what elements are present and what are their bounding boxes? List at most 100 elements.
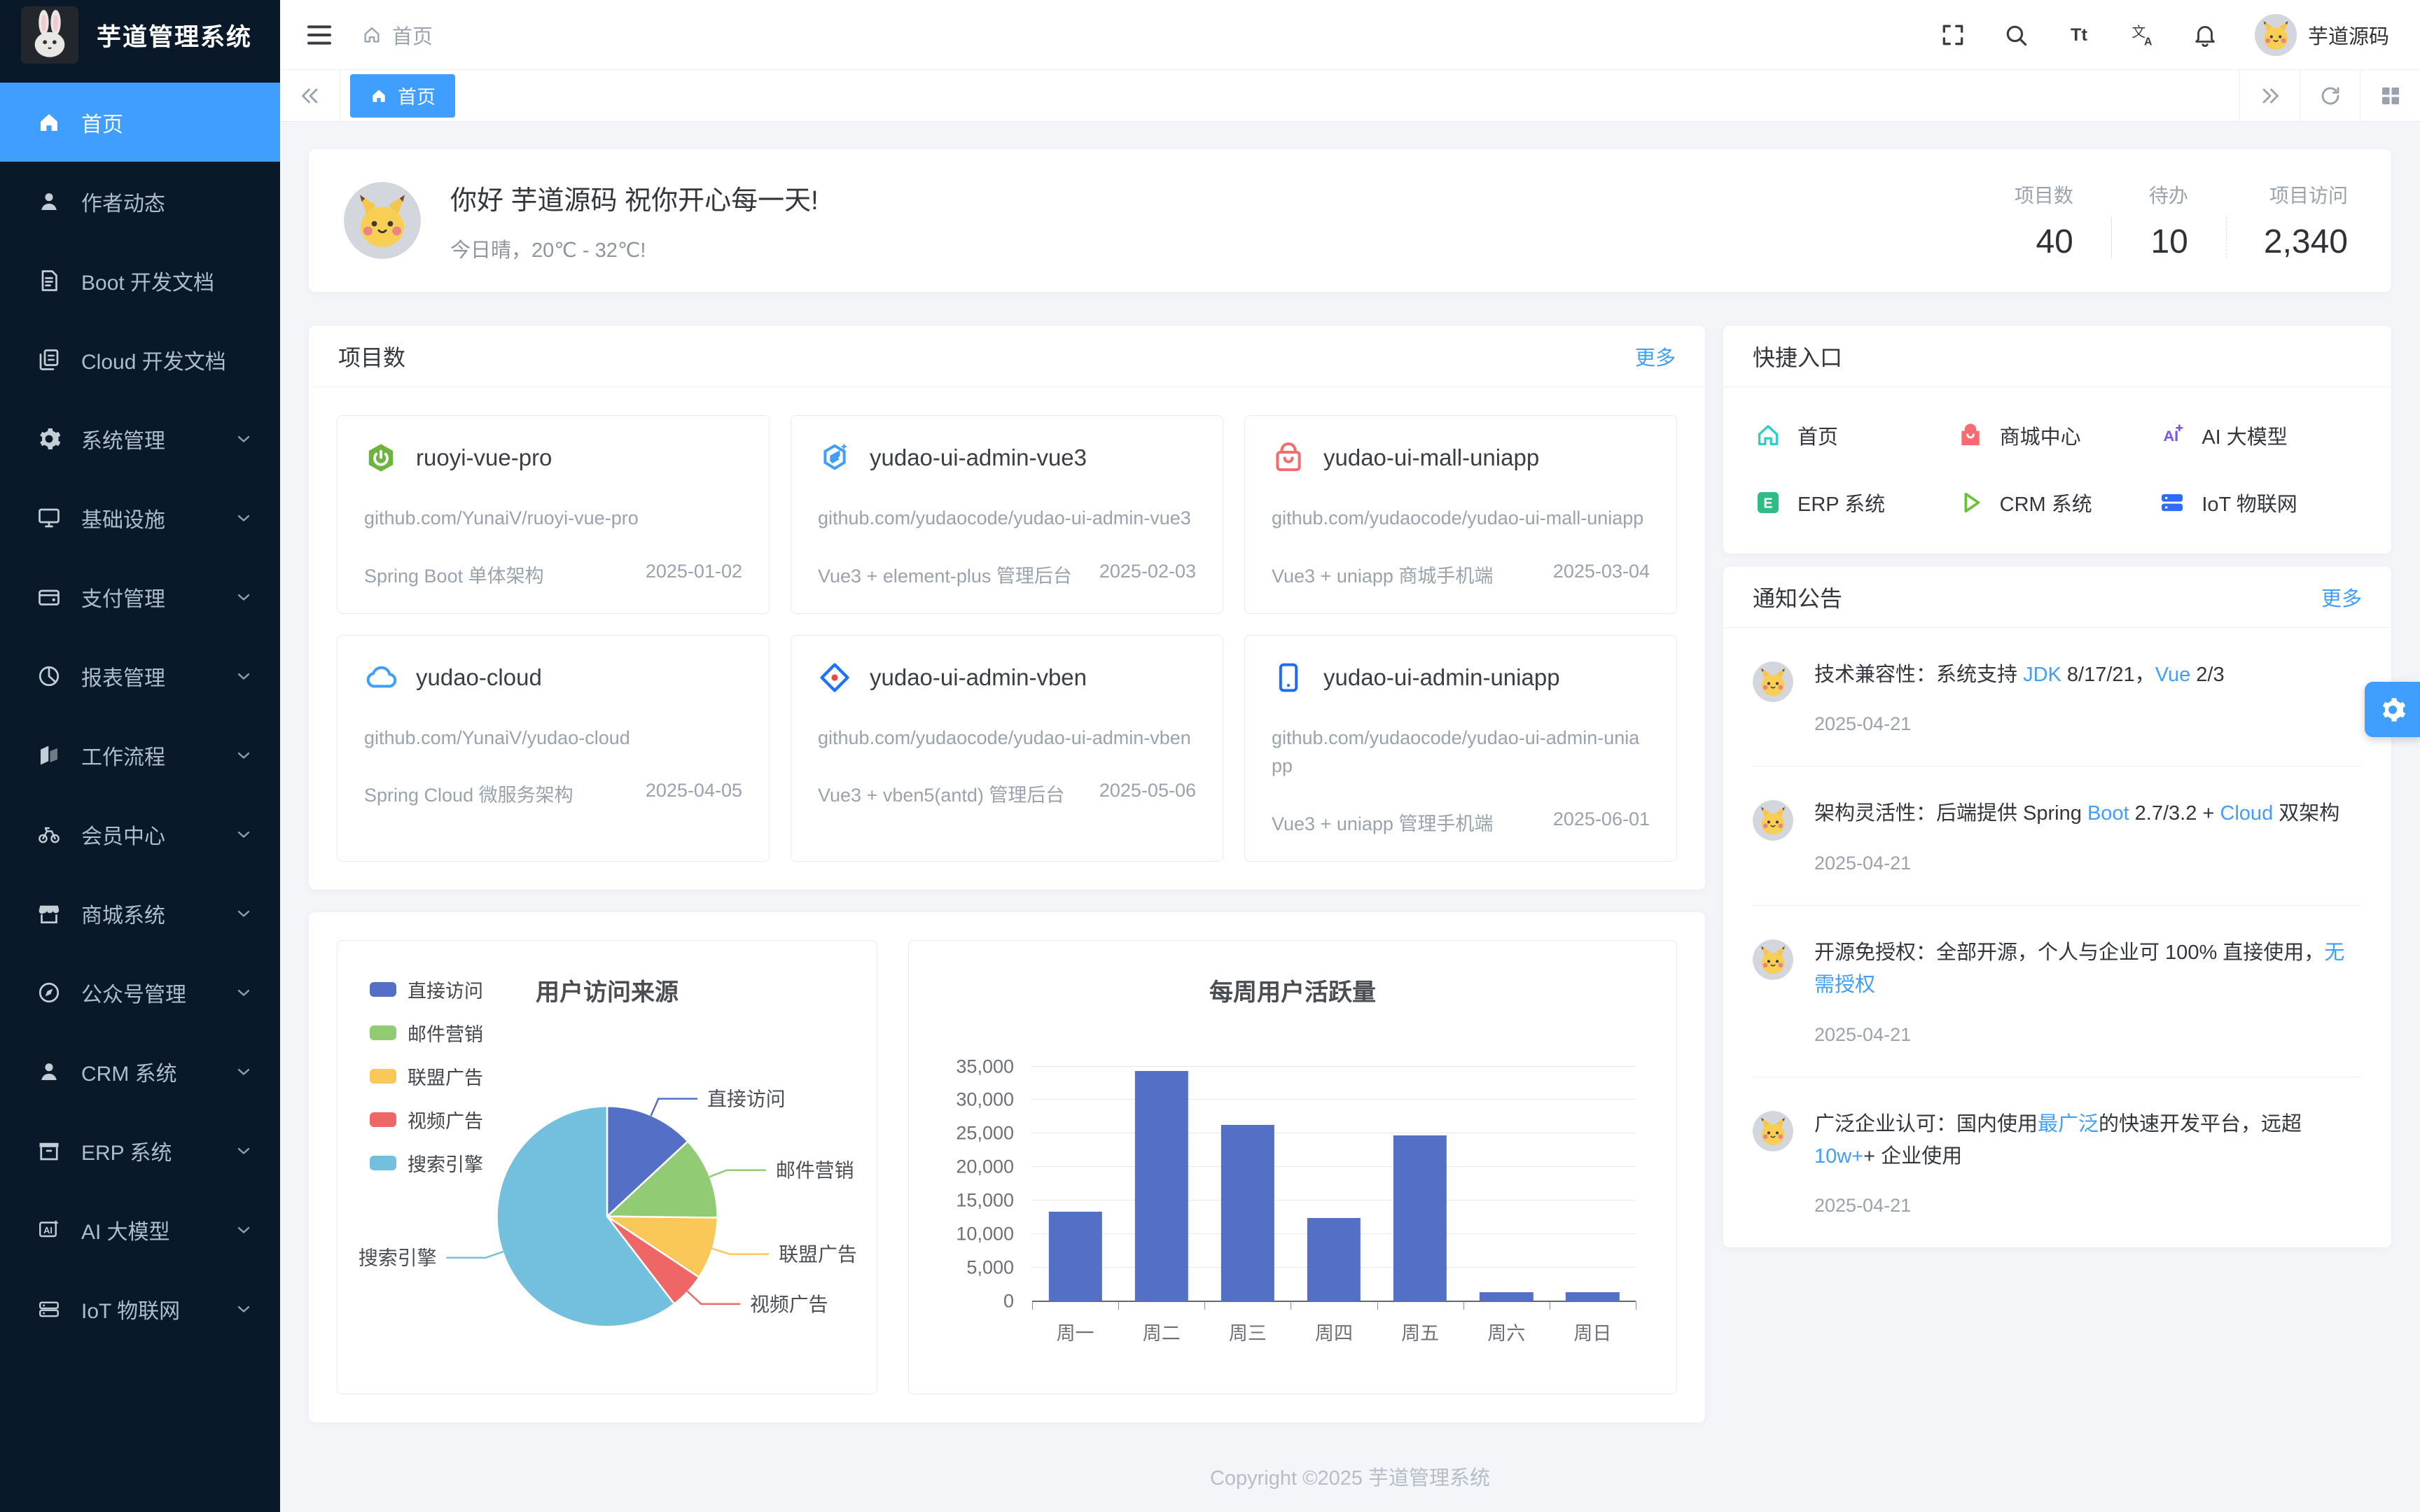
notification-button[interactable] <box>2192 22 2218 48</box>
shortcut-ai-model[interactable]: AI AI 大模型 <box>2158 421 2360 450</box>
legend-label: 视频广告 <box>408 1110 483 1132</box>
pie-slice-label: 搜索引擎 <box>359 1247 437 1268</box>
project-card-ruoyi-vue-pro[interactable]: ruoyi-vue-pro github.com/YunaiV/ruoyi-vue… <box>337 415 770 614</box>
sidebar-item-home[interactable]: 首页 <box>0 83 280 162</box>
shortcut-erp[interactable]: E ERP 系统 <box>1754 488 1956 517</box>
project-card-yudao-cloud[interactable]: yudao-cloud github.com/YunaiV/yudao-cloud… <box>337 634 770 862</box>
shortcut-label: ERP 系统 <box>1797 493 1886 516</box>
shortcut-crm[interactable]: CRM 系统 <box>1956 488 2159 517</box>
refresh-tab-button[interactable] <box>2300 70 2360 121</box>
sidebar-item-report[interactable]: 报表管理 <box>0 636 280 715</box>
bar-周五 <box>1393 1135 1447 1301</box>
legend-item-视频广告[interactable]: 视频广告 <box>370 1106 483 1133</box>
sidebar-item-erp[interactable]: ERP 系统 <box>0 1111 280 1190</box>
project-desc: Vue3 + vben5(antd) 管理后台 <box>818 785 1065 806</box>
notice-item-1[interactable]: 技术兼容性：系统支持 JDK 8/17/21，Vue 2/3 2025-04-21 <box>1753 628 2362 767</box>
notice-body: 广泛企业认可：国内使用最广泛的快速开发平台，远超 10w++ 企业使用 2025-… <box>1814 1108 2362 1217</box>
user-avatar <box>2254 13 2297 56</box>
spring-boot-icon <box>364 441 398 475</box>
notices-panel: 通知公告 更多 技术兼容性：系统支持 JDK 8/17/21，Vue 2/3 20… <box>1723 566 2392 1249</box>
sidebar-item-boot-docs[interactable]: Boot 开发文档 <box>0 241 280 320</box>
y-axis-tick-label: 15,000 <box>956 1189 1014 1211</box>
tabs-scroll-right-button[interactable] <box>2239 70 2300 121</box>
document-icon <box>36 268 62 293</box>
x-axis-line <box>1032 1300 1636 1302</box>
x-axis-label: 周日 <box>1573 1322 1612 1344</box>
project-card-header: ruoyi-vue-pro <box>364 441 742 475</box>
project-desc: Vue3 + uniapp 商城手机端 <box>1272 565 1494 587</box>
sidebar-item-pay[interactable]: 支付管理 <box>0 557 280 636</box>
tab-options-button[interactable] <box>2360 70 2420 121</box>
user-icon <box>36 189 62 214</box>
chevron-down-icon <box>234 904 253 923</box>
breadcrumb[interactable]: 首页 <box>361 20 433 50</box>
sc-home-icon <box>1754 421 1782 449</box>
pie-label-line <box>686 1290 740 1305</box>
bar-band-周三: 周三 <box>1204 1067 1291 1344</box>
sidebar-item-workflow[interactable]: 工作流程 <box>0 715 280 794</box>
chevron-down-icon <box>234 825 253 844</box>
tab-home[interactable]: 首页 <box>350 74 455 118</box>
project-card-yudao-ui-admin-vben[interactable]: yudao-ui-admin-vben github.com/yudaocode/… <box>791 634 1223 862</box>
sidebar-item-cloud-docs[interactable]: Cloud 开发文档 <box>0 320 280 399</box>
sidebar-item-author[interactable]: 作者动态 <box>0 162 280 241</box>
shortcut-iot[interactable]: IoT 物联网 <box>2158 488 2360 517</box>
x-axis-label: 周五 <box>1401 1322 1440 1344</box>
sidebar-collapse-button[interactable] <box>305 21 333 49</box>
notice-item-2[interactable]: 架构灵活性：后端提供 Spring Boot 2.7/3.2 + Cloud 双… <box>1753 766 2362 906</box>
sidebar-item-iot[interactable]: IoT 物联网 <box>0 1269 280 1348</box>
tabs: 首页 <box>340 70 2239 121</box>
theme-settings-button[interactable] <box>2365 682 2420 737</box>
sidebar-item-mp[interactable]: 公众号管理 <box>0 953 280 1032</box>
tabs-scroll-left-button[interactable] <box>280 70 340 121</box>
sidebar-item-member[interactable]: 会员中心 <box>0 794 280 874</box>
iot-icon <box>36 1296 62 1322</box>
welcome-greeting: 你好 芋道源码 祝你开心每一天! <box>450 186 819 216</box>
font-size-button[interactable]: Tt <box>2066 22 2092 48</box>
legend-item-搜索引擎[interactable]: 搜索引擎 <box>370 1149 483 1177</box>
user-menu[interactable]: 芋道源码 <box>2254 13 2389 56</box>
shortcuts-title: 快捷入口 <box>1753 344 1843 370</box>
legend-item-直接访问[interactable]: 直接访问 <box>370 976 483 1003</box>
wallet-icon <box>36 584 62 610</box>
notice-body: 技术兼容性：系统支持 JDK 8/17/21，Vue 2/3 2025-04-21 <box>1814 659 2362 735</box>
y-axis-tick-label: 5,000 <box>966 1256 1014 1278</box>
notice-title: 架构灵活性：后端提供 Spring Boot 2.7/3.2 + Cloud 双… <box>1814 802 2340 825</box>
welcome-weather: 今日晴，20℃ - 32℃! <box>450 239 646 262</box>
x-axis-label: 周二 <box>1142 1322 1181 1344</box>
x-axis-tick <box>1463 1301 1464 1310</box>
notices-more-link[interactable]: 更多 <box>2321 587 2362 610</box>
sidebar-item-infra[interactable]: 基础设施 <box>0 478 280 557</box>
bar-周三 <box>1221 1124 1275 1301</box>
sidebar-item-crm[interactable]: CRM 系统 <box>0 1032 280 1111</box>
notice-item-3[interactable]: 开源免授权：全部开源，个人与企业可 100% 直接使用，无需授权 2025-04-… <box>1753 906 2362 1077</box>
sidebar-menu: 首页 作者动态 Boot 开发文档 Cloud 开发文档 系统管理 基础设施 支付管理 报表管… <box>0 83 280 1348</box>
sidebar-item-system[interactable]: 系统管理 <box>0 399 280 478</box>
project-desc: Vue3 + element-plus 管理后台 <box>818 565 1072 587</box>
sidebar-item-label: Boot 开发文档 <box>81 271 215 295</box>
project-card-yudao-ui-mall-uniapp[interactable]: yudao-ui-mall-uniapp github.com/yudaocode… <box>1244 415 1677 614</box>
pie-label-line <box>711 1247 770 1255</box>
project-date: 2025-03-04 <box>1552 560 1650 582</box>
search-button[interactable] <box>2003 22 2029 48</box>
legend-item-邮件营销[interactable]: 邮件营销 <box>370 1019 483 1046</box>
mall-bag-icon <box>1272 441 1305 475</box>
project-card-footer: Vue3 + element-plus 管理后台 2025-02-03 <box>818 561 1196 588</box>
notices-list: 技术兼容性：系统支持 JDK 8/17/21，Vue 2/3 2025-04-21… <box>1723 628 2391 1247</box>
pie-chart-legend: 直接访问邮件营销联盟广告视频广告搜索引擎 <box>370 976 483 1177</box>
project-card-footer: Spring Cloud 微服务架构 2025-04-05 <box>364 780 742 807</box>
chevron-down-icon <box>234 666 253 686</box>
sidebar-item-mall[interactable]: 商城系统 <box>0 874 280 953</box>
shortcut-home[interactable]: 首页 <box>1754 421 1956 450</box>
legend-item-联盟广告[interactable]: 联盟广告 <box>370 1063 483 1090</box>
bar-band-周五: 周五 <box>1377 1067 1463 1344</box>
sc-ai-icon: AI <box>2158 421 2186 449</box>
project-card-yudao-ui-admin-uniapp[interactable]: yudao-ui-admin-uniapp github.com/yudaocod… <box>1244 634 1677 862</box>
shortcut-mall-center[interactable]: 商城中心 <box>1956 421 2159 450</box>
project-card-yudao-ui-admin-vue3[interactable]: yudao-ui-admin-vue3 github.com/yudaocode/… <box>791 415 1223 614</box>
sidebar-item-ai[interactable]: AI AI 大模型 <box>0 1190 280 1269</box>
projects-more-link[interactable]: 更多 <box>1634 346 1676 370</box>
notice-item-4[interactable]: 广泛企业认可：国内使用最广泛的快速开发平台，远超 10w++ 企业使用 2025-… <box>1753 1077 2362 1248</box>
fullscreen-button[interactable] <box>1940 22 1966 48</box>
